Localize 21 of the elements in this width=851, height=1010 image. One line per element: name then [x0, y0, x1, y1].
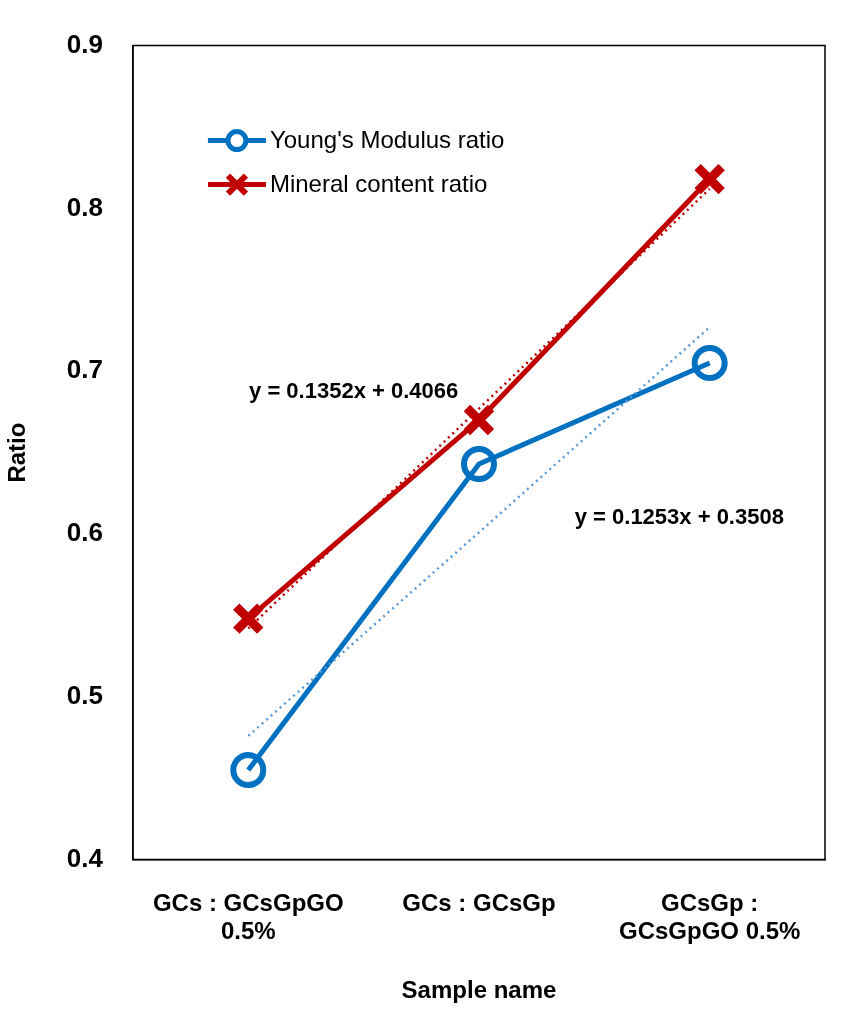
point [460, 446, 497, 482]
y-tick-label: 0.4 [66, 842, 104, 873]
point [462, 403, 496, 437]
y-tick-label: 0.7 [66, 354, 103, 385]
point [691, 345, 728, 382]
annotation: y = 0.1253x + 0.3508 [574, 503, 784, 529]
point [230, 752, 267, 789]
annotation: y = 0.1352x + 0.4066 [249, 378, 459, 404]
y-tick-label: 0.9 [66, 28, 103, 59]
x-tick-label: GCs : GCsGp [402, 888, 556, 916]
point [693, 162, 727, 196]
y-axis-title: Ratio [3, 422, 31, 483]
legend-label: Mineral content ratio [269, 170, 488, 198]
x-tick-label: GCsGp : GCsGpGO 0.5% [618, 888, 801, 945]
x-axis-title: Sample name [401, 976, 557, 1004]
y-tick-label: 0.6 [66, 517, 103, 548]
y-tick-label: 0.5 [66, 679, 103, 710]
legend-label: Young's Modulus ratio [269, 126, 505, 154]
y-tick-label: 0.8 [66, 191, 103, 222]
point [231, 602, 265, 636]
x-tick-label: GCs : GCsGpGO 0.5% [152, 888, 344, 945]
